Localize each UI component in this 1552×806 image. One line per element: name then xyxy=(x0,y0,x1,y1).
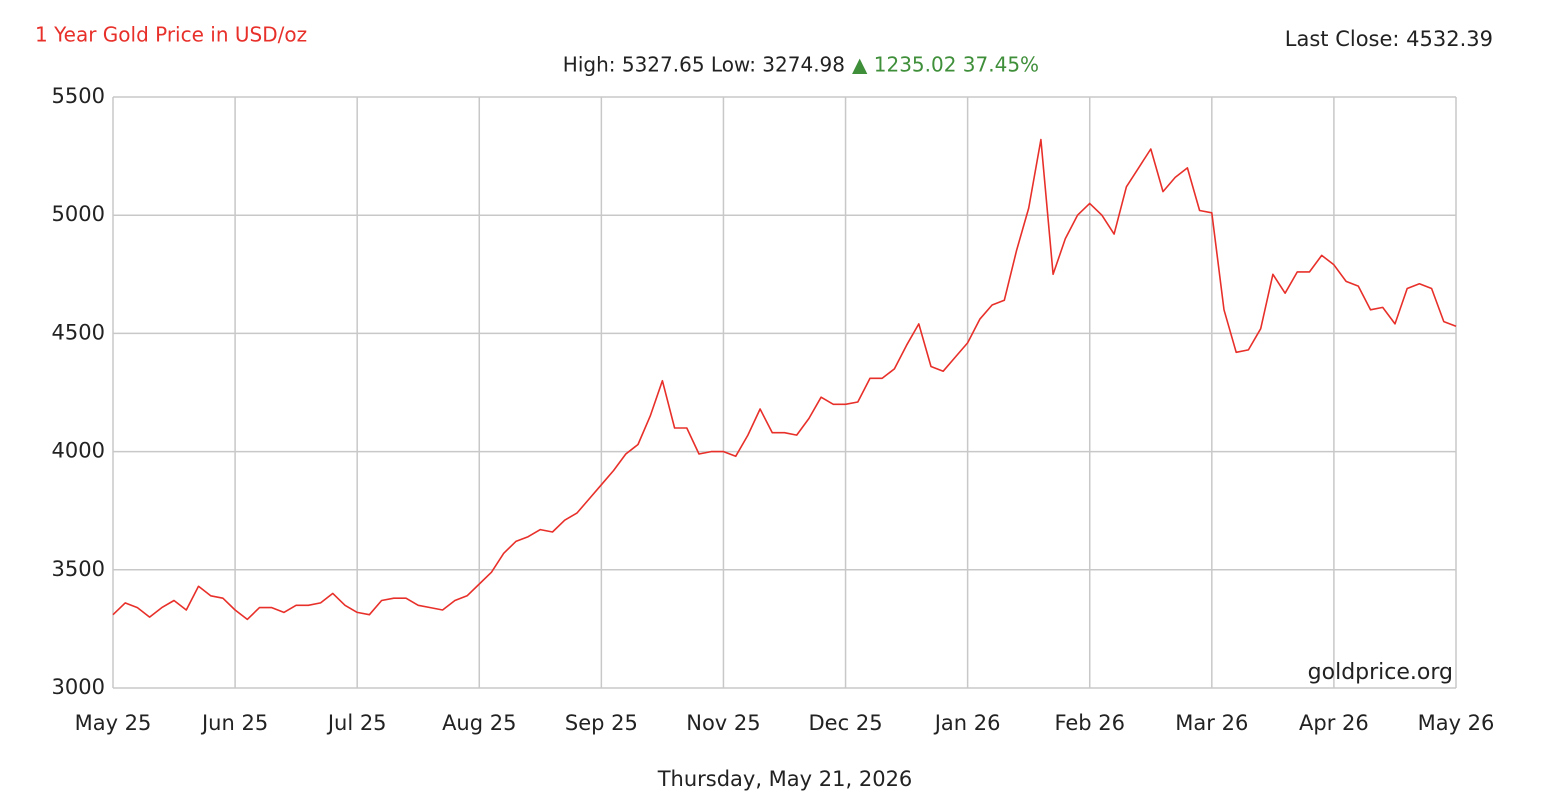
x-tick-label: Dec 25 xyxy=(809,711,883,735)
y-tick-label: 5000 xyxy=(52,202,105,226)
y-tick-label: 3500 xyxy=(52,557,105,581)
x-tick-label: May 26 xyxy=(1418,711,1495,735)
x-tick-label: Apr 26 xyxy=(1299,711,1369,735)
date: Thursday, May 21, 2026 xyxy=(657,767,913,791)
y-tick-label: 4000 xyxy=(52,439,105,463)
x-tick-label: Jun 25 xyxy=(200,711,268,735)
y-tick-label: 4500 xyxy=(52,320,105,344)
x-tick-label: Aug 25 xyxy=(442,711,516,735)
price-line xyxy=(112,138,1457,621)
y-tick-label: 3000 xyxy=(52,675,105,699)
x-tick-label: Jan 26 xyxy=(933,711,1001,735)
x-tick-label: Jul 25 xyxy=(326,711,387,735)
watermark: goldprice.org xyxy=(1308,660,1453,685)
stats: High: 5327.65 Low: 3274.98 xyxy=(563,53,845,77)
x-tick-label: Sep 25 xyxy=(565,711,638,735)
x-tick-label: Nov 25 xyxy=(686,711,760,735)
y-tick-label: 5500 xyxy=(52,84,105,108)
x-tick-label: May 25 xyxy=(75,711,152,735)
change: ▲ 1235.02 37.45% xyxy=(852,53,1039,77)
last-close: Last Close: 4532.39 xyxy=(1285,27,1493,51)
x-tick-label: Mar 26 xyxy=(1175,711,1248,735)
x-tick-label: Feb 26 xyxy=(1054,711,1125,735)
chart-title: 1 Year Gold Price in USD/oz xyxy=(35,23,307,47)
